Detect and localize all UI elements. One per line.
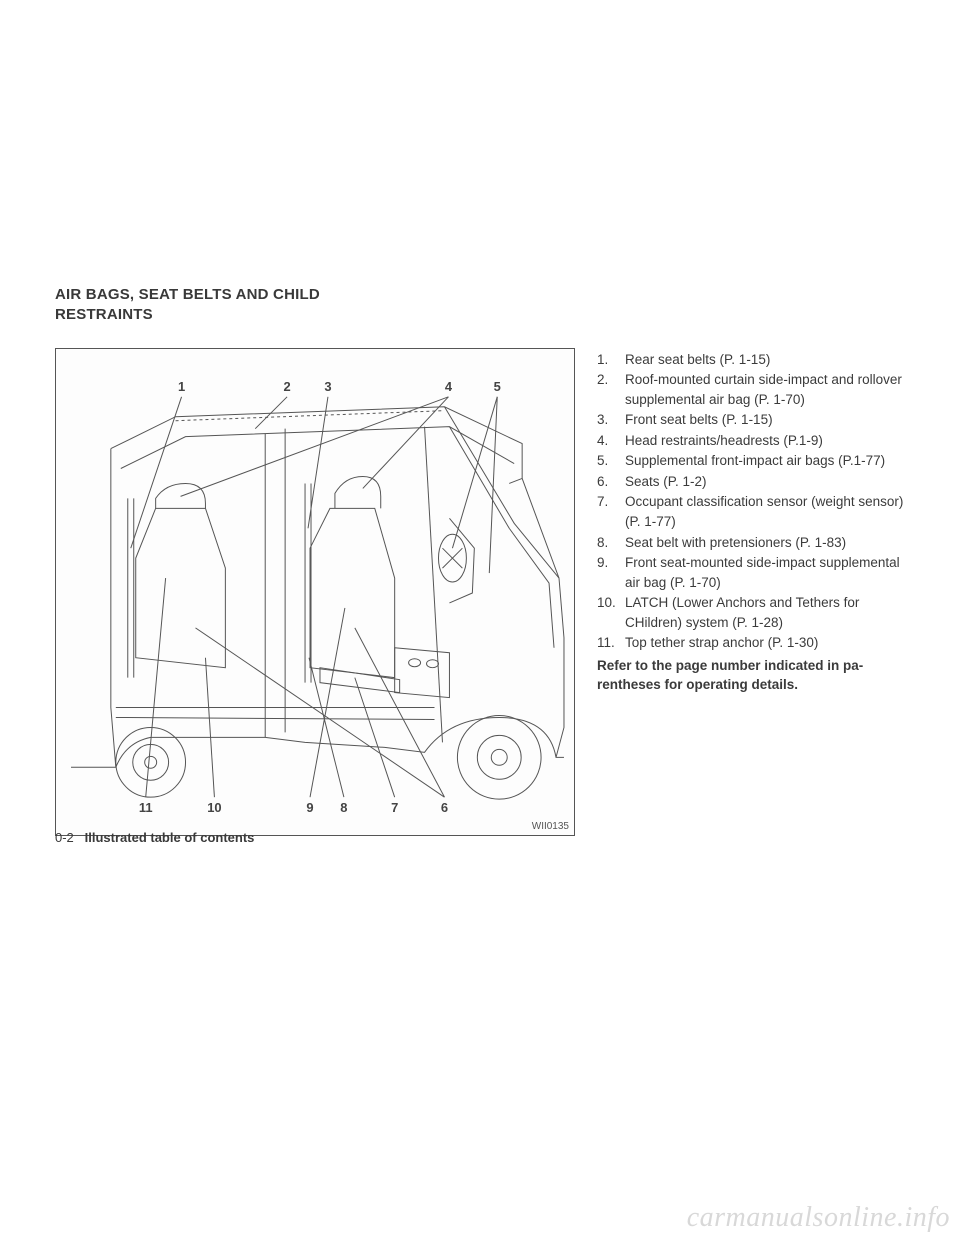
refer-note: Refer to the page number indicated in pa… [597,657,905,695]
page-footer: 0-2 Illustrated table of contents [55,830,254,845]
item-num: 2. [597,370,625,409]
callout-2: 2 [284,378,291,393]
list-item: 4.Head restraints/headrests (P.1-9) [597,431,905,451]
item-num: 7. [597,492,625,531]
item-num: 8. [597,533,625,553]
content-row: 1 2 3 4 5 11 10 9 8 7 6 WII0135 1.Rear s… [55,348,905,836]
item-num: 5. [597,451,625,471]
item-text: Head restraints/headrests (P.1-9) [625,431,905,451]
list-item: 1.Rear seat belts (P. 1-15) [597,350,905,370]
vehicle-diagram: 1 2 3 4 5 11 10 9 8 7 6 WII0135 [55,348,575,836]
callout-3: 3 [324,378,331,393]
list-item: 11.Top tether strap anchor (P. 1-30) [597,633,905,653]
heading-line-2: RESTRAINTS [55,305,905,325]
item-text: Supplemental front-impact air bags (P.1-… [625,451,905,471]
section-heading: AIR BAGS, SEAT BELTS AND CHILD RESTRAINT… [55,285,905,326]
item-text: Seat belt with pretensioners (P. 1-83) [625,533,905,553]
diagram-svg: 1 2 3 4 5 11 10 9 8 7 6 [56,349,574,835]
item-num: 11. [597,633,625,653]
callout-5: 5 [494,378,501,393]
list-item: 3.Front seat belts (P. 1-15) [597,410,905,430]
item-num: 9. [597,553,625,592]
item-num: 3. [597,410,625,430]
list-item: 6.Seats (P. 1-2) [597,472,905,492]
item-text: LATCH (Lower Anchors and Tethers for CHi… [625,593,905,632]
callout-list: 1.Rear seat belts (P. 1-15) 2.Roof-mount… [597,348,905,836]
manual-page: AIR BAGS, SEAT BELTS AND CHILD RESTRAINT… [0,0,960,1242]
page-number: 0-2 [55,830,74,845]
item-num: 4. [597,431,625,451]
item-text: Occupant classification sensor (weight s… [625,492,905,531]
callout-1: 1 [178,378,185,393]
list-item: 10.LATCH (Lower Anchors and Tethers for … [597,593,905,632]
watermark: carmanualsonline.info [687,1202,950,1234]
callout-9: 9 [306,800,313,815]
list-item: 8.Seat belt with pretensioners (P. 1-83) [597,533,905,553]
item-text: Roof-mounted curtain side-impact and rol… [625,370,905,409]
item-num: 6. [597,472,625,492]
item-text: Seats (P. 1-2) [625,472,905,492]
list-item: 2.Roof-mounted curtain side-impact and r… [597,370,905,409]
figure-code: WII0135 [532,821,569,832]
item-text: Front seat-mounted side-impact supplemen… [625,553,905,592]
callout-6: 6 [441,800,448,815]
footer-label: Illustrated table of contents [85,830,255,845]
heading-line-1: AIR BAGS, SEAT BELTS AND CHILD [55,285,905,305]
item-text: Rear seat belts (P. 1-15) [625,350,905,370]
item-text: Top tether strap anchor (P. 1-30) [625,633,905,653]
callout-8: 8 [340,800,347,815]
figure-column: 1 2 3 4 5 11 10 9 8 7 6 WII0135 [55,348,575,836]
list-item: 9.Front seat-mounted side-impact supplem… [597,553,905,592]
callout-11: 11 [139,800,153,815]
callout-4: 4 [445,378,453,393]
item-num: 10. [597,593,625,632]
item-text: Front seat belts (P. 1-15) [625,410,905,430]
list-item: 7.Occupant classification sensor (weight… [597,492,905,531]
callout-10: 10 [207,800,221,815]
list-item: 5.Supplemental front-impact air bags (P.… [597,451,905,471]
callout-7: 7 [391,800,398,815]
item-num: 1. [597,350,625,370]
